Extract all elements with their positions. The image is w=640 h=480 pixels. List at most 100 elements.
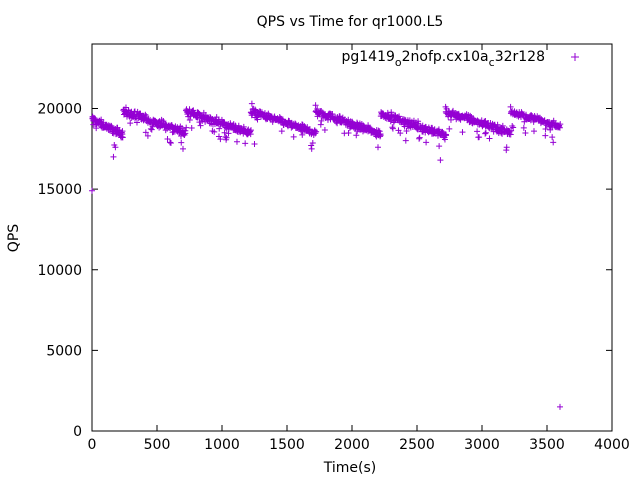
data-point [334,120,341,127]
x-axis-label: Time(s) [323,460,376,476]
data-point [522,130,529,137]
data-point [459,129,466,136]
data-point-outlier [308,145,315,152]
data-point-outlier [482,129,489,136]
data-point [98,116,105,123]
data-point [556,124,563,131]
legend-marker [571,53,579,61]
data-point [290,133,297,140]
data-point [486,135,493,142]
data-point [188,125,195,132]
data-point [353,119,360,126]
data-point-outlier [118,129,125,136]
x-tick-label: 3500 [529,437,565,453]
data-point [439,128,446,135]
x-tick-label: 2500 [399,437,435,453]
data-point-outlier [423,139,430,146]
plot-border [91,43,613,432]
data-point [142,111,149,118]
data-point-outlier [110,153,117,160]
data-point [149,123,156,130]
data-point [377,132,384,139]
data-point [211,128,218,135]
data-point [442,131,449,138]
data-point [318,117,325,124]
x-tick-label: 4000 [594,437,630,453]
y-tick-label: 5000 [46,343,82,359]
x-tick-label: 3000 [464,437,500,453]
data-point [183,124,190,131]
data-point [216,125,223,132]
data-point-outlier [112,144,119,151]
data-point [441,136,448,143]
legend-label: pg1419o2nofp.cx10ac32r128 [342,49,546,69]
data-point [247,128,254,135]
data-point-outlier [507,103,514,110]
data-point-outlier [120,107,127,114]
data-point-outlier [180,145,186,152]
data-point [313,128,320,135]
y-axis-ticks: 0 5000 10000 15000 20000 [37,102,612,440]
data-point [384,109,391,116]
data-point [549,134,556,141]
data-point [396,113,403,120]
data-point-outlier [442,103,449,110]
data-point [242,140,249,147]
legend-label-part-1: pg1419 [342,49,395,65]
data-point [182,127,189,134]
data-point [476,134,483,141]
data-point [309,140,316,147]
legend-label-subscript-2: c [489,56,495,69]
data-point-outlier [221,129,228,136]
x-axis-ticks: 0 500 1000 1500 2000 2500 3000 3500 4000 [88,44,630,453]
data-point-outlier [378,110,385,117]
data-point-outlier [531,128,537,135]
data-point-outlier [375,144,381,151]
data-point-outlier [167,139,173,146]
data-point-outlier [248,100,255,107]
data-point [416,134,423,141]
data-point-outlier [90,121,97,128]
data-point [119,134,126,141]
legend-label-part-2: 2nofp.cx10a [402,49,489,65]
data-point [376,128,383,135]
data-point-outlier [89,187,95,194]
data-point [345,130,352,137]
data-point [220,119,227,126]
legend-label-subscript-1: o [395,56,402,69]
legend-marker-plus [571,53,579,61]
data-point [178,139,185,146]
data-point [520,124,527,131]
data-point [388,109,395,116]
x-tick-label: 1500 [269,437,305,453]
y-tick-label: 10000 [37,263,82,279]
y-axis-label: QPS [6,224,22,252]
data-point [142,129,149,136]
data-point [403,127,410,134]
data-point-outlier [354,128,361,135]
data-point [402,137,409,144]
data-point [164,136,171,143]
data-point-outlier [557,403,563,410]
data-point-outlier [89,113,96,120]
data-point-outlier [251,140,258,147]
data-point-outlier [437,157,444,164]
data-point-outlier [445,113,452,120]
data-point [199,118,206,125]
y-tick-label: 15000 [37,182,82,198]
data-point [542,132,549,139]
data-point [215,133,222,140]
scatter-points [89,100,564,410]
y-tick-label: 0 [73,424,82,440]
data-point [186,117,193,124]
plot-area [91,43,613,432]
data-point [336,113,343,120]
data-point [131,108,138,115]
data-point [507,131,514,138]
data-point [127,120,134,127]
data-point [299,131,306,138]
x-tick-label: 500 [144,437,171,453]
y-tick-label: 20000 [37,102,82,118]
legend-label-part-3: 32r128 [495,49,545,65]
